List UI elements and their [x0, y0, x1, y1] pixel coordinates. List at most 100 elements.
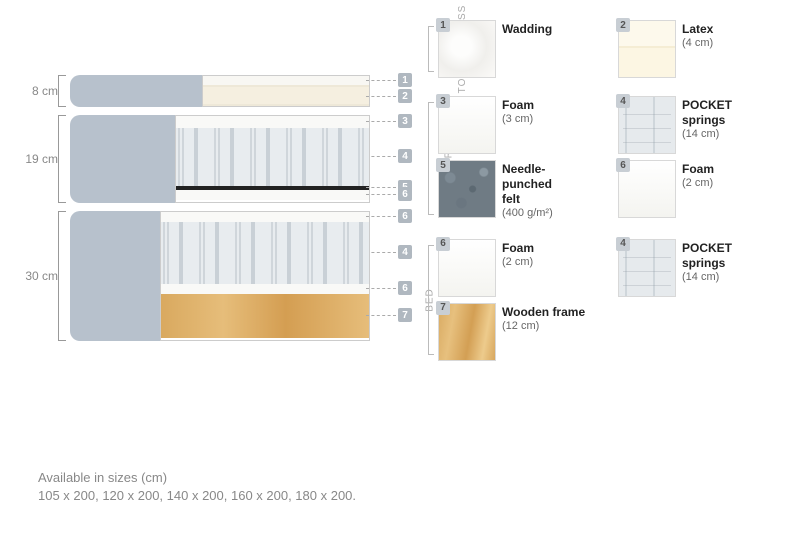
material-name: Wooden frame — [502, 305, 585, 320]
material-swatch: 2 — [618, 20, 676, 78]
material-detail: (3 cm) — [502, 113, 534, 127]
dimension-bracket — [58, 75, 66, 107]
callout: 6 — [366, 281, 412, 295]
dimension-bracket — [58, 211, 66, 341]
legend-item-text: POCKETsprings(14 cm) — [682, 96, 732, 154]
material-name: POCKETsprings — [682, 241, 732, 271]
fabric-cover — [70, 115, 175, 203]
callout-line — [366, 252, 396, 253]
legend-item-text: Wooden frame(12 cm) — [502, 303, 585, 361]
dimension-label: 19 cm — [18, 152, 58, 166]
legend-item: 6 Foam(2 cm) — [438, 239, 606, 297]
materials-legend: TOP MATTRESS1Wadding2Latex(4 cm)MATTRESS… — [410, 0, 800, 533]
material-name: POCKETsprings — [682, 98, 732, 128]
legend-item-text: Wadding — [502, 20, 552, 78]
material-swatch: 6 — [618, 160, 676, 218]
dimension-label: 30 cm — [18, 269, 58, 283]
layer-latex — [203, 85, 369, 106]
callout: 2 — [366, 89, 412, 103]
callout-line — [366, 288, 396, 289]
material-swatch: 5 — [438, 160, 496, 218]
swatch-number: 3 — [436, 94, 450, 108]
legend-item-text: Latex(4 cm) — [682, 20, 713, 78]
section-mattress: 19 cm3456 — [70, 115, 370, 203]
left-panel: 8 cm1219 cm345630 cm6467 Available in si… — [0, 0, 410, 533]
swatch-number: 5 — [436, 158, 450, 172]
legend-item: 5 Needle-punchedfelt(400 g/m²) — [438, 160, 606, 221]
sizes-heading: Available in sizes (cm) — [38, 469, 356, 487]
callout: 6 — [366, 209, 412, 223]
swatch-number: 6 — [616, 158, 630, 172]
material-detail: (2 cm) — [502, 256, 534, 270]
callout: 7 — [366, 308, 412, 322]
layer-foam — [176, 190, 369, 200]
material-name: Needle-punchedfelt — [502, 162, 553, 207]
callout: 6 — [366, 187, 412, 201]
legend-item — [618, 303, 786, 361]
layer-foam — [161, 284, 369, 294]
legend-item-text: Foam(2 cm) — [502, 239, 534, 297]
fabric-cover — [70, 211, 160, 341]
sizes-list: 105 x 200, 120 x 200, 140 x 200, 160 x 2… — [38, 487, 356, 505]
dimension-label: 8 cm — [18, 84, 58, 98]
callout-line — [366, 315, 396, 316]
layer-springs — [176, 128, 369, 186]
legend-row: 3 Foam(3 cm) 4 POCKETsprings(14 cm) — [438, 96, 790, 154]
material-detail: (4 cm) — [682, 37, 713, 51]
callout-line — [366, 96, 396, 97]
legend-item: 3 Foam(3 cm) — [438, 96, 606, 154]
section-bed: 30 cm6467 — [70, 211, 370, 341]
material-swatch: 3 — [438, 96, 496, 154]
cutaway — [175, 115, 370, 203]
legend-item-text: Foam(2 cm) — [682, 160, 714, 221]
callout-line — [366, 216, 396, 217]
legend-group: BED6Foam(2 cm)4POCKETsprings(14 cm)7Wood… — [410, 239, 790, 361]
layer-foam — [176, 116, 369, 128]
dimension-bracket — [58, 115, 66, 203]
material-name: Wadding — [502, 22, 552, 37]
callout: 1 — [366, 73, 412, 87]
swatch-number: 4 — [616, 237, 630, 251]
swatch-number: 6 — [436, 237, 450, 251]
material-detail: (400 g/m²) — [502, 207, 553, 221]
legend-item-text: Foam(3 cm) — [502, 96, 534, 154]
swatch-number: 4 — [616, 94, 630, 108]
sizes-footer: Available in sizes (cm) 105 x 200, 120 x… — [38, 469, 356, 505]
mattress-cross-section-diagram: 8 cm12 19 cm345630 cm6467 — [70, 75, 400, 341]
material-detail: (12 cm) — [502, 320, 585, 334]
material-name: Foam — [502, 241, 534, 256]
layer-wood — [161, 294, 369, 338]
legend-item: 1 Wadding — [438, 20, 606, 78]
legend-item: 6 Foam(2 cm) — [618, 160, 786, 221]
legend-group-bracket — [428, 26, 434, 72]
material-swatch: 7 — [438, 303, 496, 361]
legend-row: 6Foam(2 cm)4POCKETsprings(14 cm) — [438, 239, 790, 297]
callout-line — [366, 194, 396, 195]
legend-item: 2Latex(4 cm) — [618, 20, 786, 78]
swatch-number: 1 — [436, 18, 450, 32]
legend-group: TOP MATTRESS1Wadding2Latex(4 cm) — [410, 20, 790, 78]
mattress-infographic: 8 cm1219 cm345630 cm6467 Available in si… — [0, 0, 800, 533]
material-swatch: 4 — [618, 96, 676, 154]
legend-group-bracket — [428, 245, 434, 355]
legend-row: 7 Wooden frame(12 cm) — [438, 303, 790, 361]
material-detail: (14 cm) — [682, 128, 732, 142]
legend-row: 5 Needle-punchedfelt(400 g/m²) 6 Foam(2 cm) — [438, 160, 790, 221]
swatch-number: 7 — [436, 301, 450, 315]
layer-foam — [161, 212, 369, 222]
legend-group-bracket — [428, 102, 434, 215]
fabric-cover — [70, 75, 202, 107]
legend-item: 4POCKETsprings(14 cm) — [618, 239, 786, 297]
legend-row: 1 Wadding 2Latex(4 cm) — [438, 20, 790, 78]
callout-line — [366, 80, 396, 81]
material-swatch: 4 — [618, 239, 676, 297]
legend-item: 7 Wooden frame(12 cm) — [438, 303, 606, 361]
material-swatch: 6 — [438, 239, 496, 297]
callout: 4 — [366, 245, 412, 259]
layer-wadding — [203, 76, 369, 85]
callout: 3 — [366, 114, 412, 128]
material-swatch: 1 — [438, 20, 496, 78]
layer-springs — [161, 222, 369, 284]
section-top-mattress: 8 cm12 — [70, 75, 370, 107]
cutaway — [160, 211, 370, 341]
